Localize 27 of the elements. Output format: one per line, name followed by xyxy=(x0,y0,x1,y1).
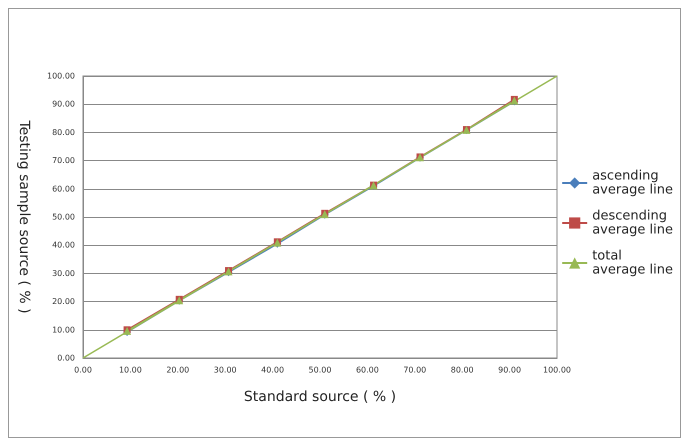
y-tick-label: 60.00 xyxy=(52,184,75,194)
y-axis-title: Testing sample source ( % ) xyxy=(16,119,32,314)
legend-label: descending average line xyxy=(592,208,673,238)
legend-label: ascending average line xyxy=(592,168,673,198)
y-tick-label: 100.00 xyxy=(47,72,75,80)
x-tick-label: 30.00 xyxy=(214,366,237,374)
y-tick-label: 80.00 xyxy=(52,128,75,137)
y-tick-label: 50.00 xyxy=(52,212,75,222)
x-tick-label: 20.00 xyxy=(166,366,190,374)
x-tick-label: 80.00 xyxy=(450,366,474,374)
y-tick-label: 10.00 xyxy=(52,325,75,334)
x-tick-label: 50.00 xyxy=(308,366,332,374)
x-tick-label: 90.00 xyxy=(498,366,522,374)
y-tick-label: 40.00 xyxy=(52,240,75,250)
y-tick-label: 20.00 xyxy=(52,297,75,306)
x-tick-label: 70.00 xyxy=(403,366,426,374)
x-tick-label: 0.00 xyxy=(74,366,92,374)
y-tick-label: 70.00 xyxy=(52,156,75,166)
x-axis-title: Standard source ( % ) xyxy=(244,389,396,405)
y-tick-label: 30.00 xyxy=(52,268,75,278)
y-tick-label: 90.00 xyxy=(52,100,75,109)
legend-label: total average line xyxy=(592,248,673,278)
x-tick-label: 40.00 xyxy=(261,366,284,374)
x-tick-label: 10.00 xyxy=(118,366,142,374)
x-tick-label: 60.00 xyxy=(356,366,379,374)
y-tick-label: 0.00 xyxy=(57,354,75,362)
x-tick-label: 100.00 xyxy=(543,366,571,374)
